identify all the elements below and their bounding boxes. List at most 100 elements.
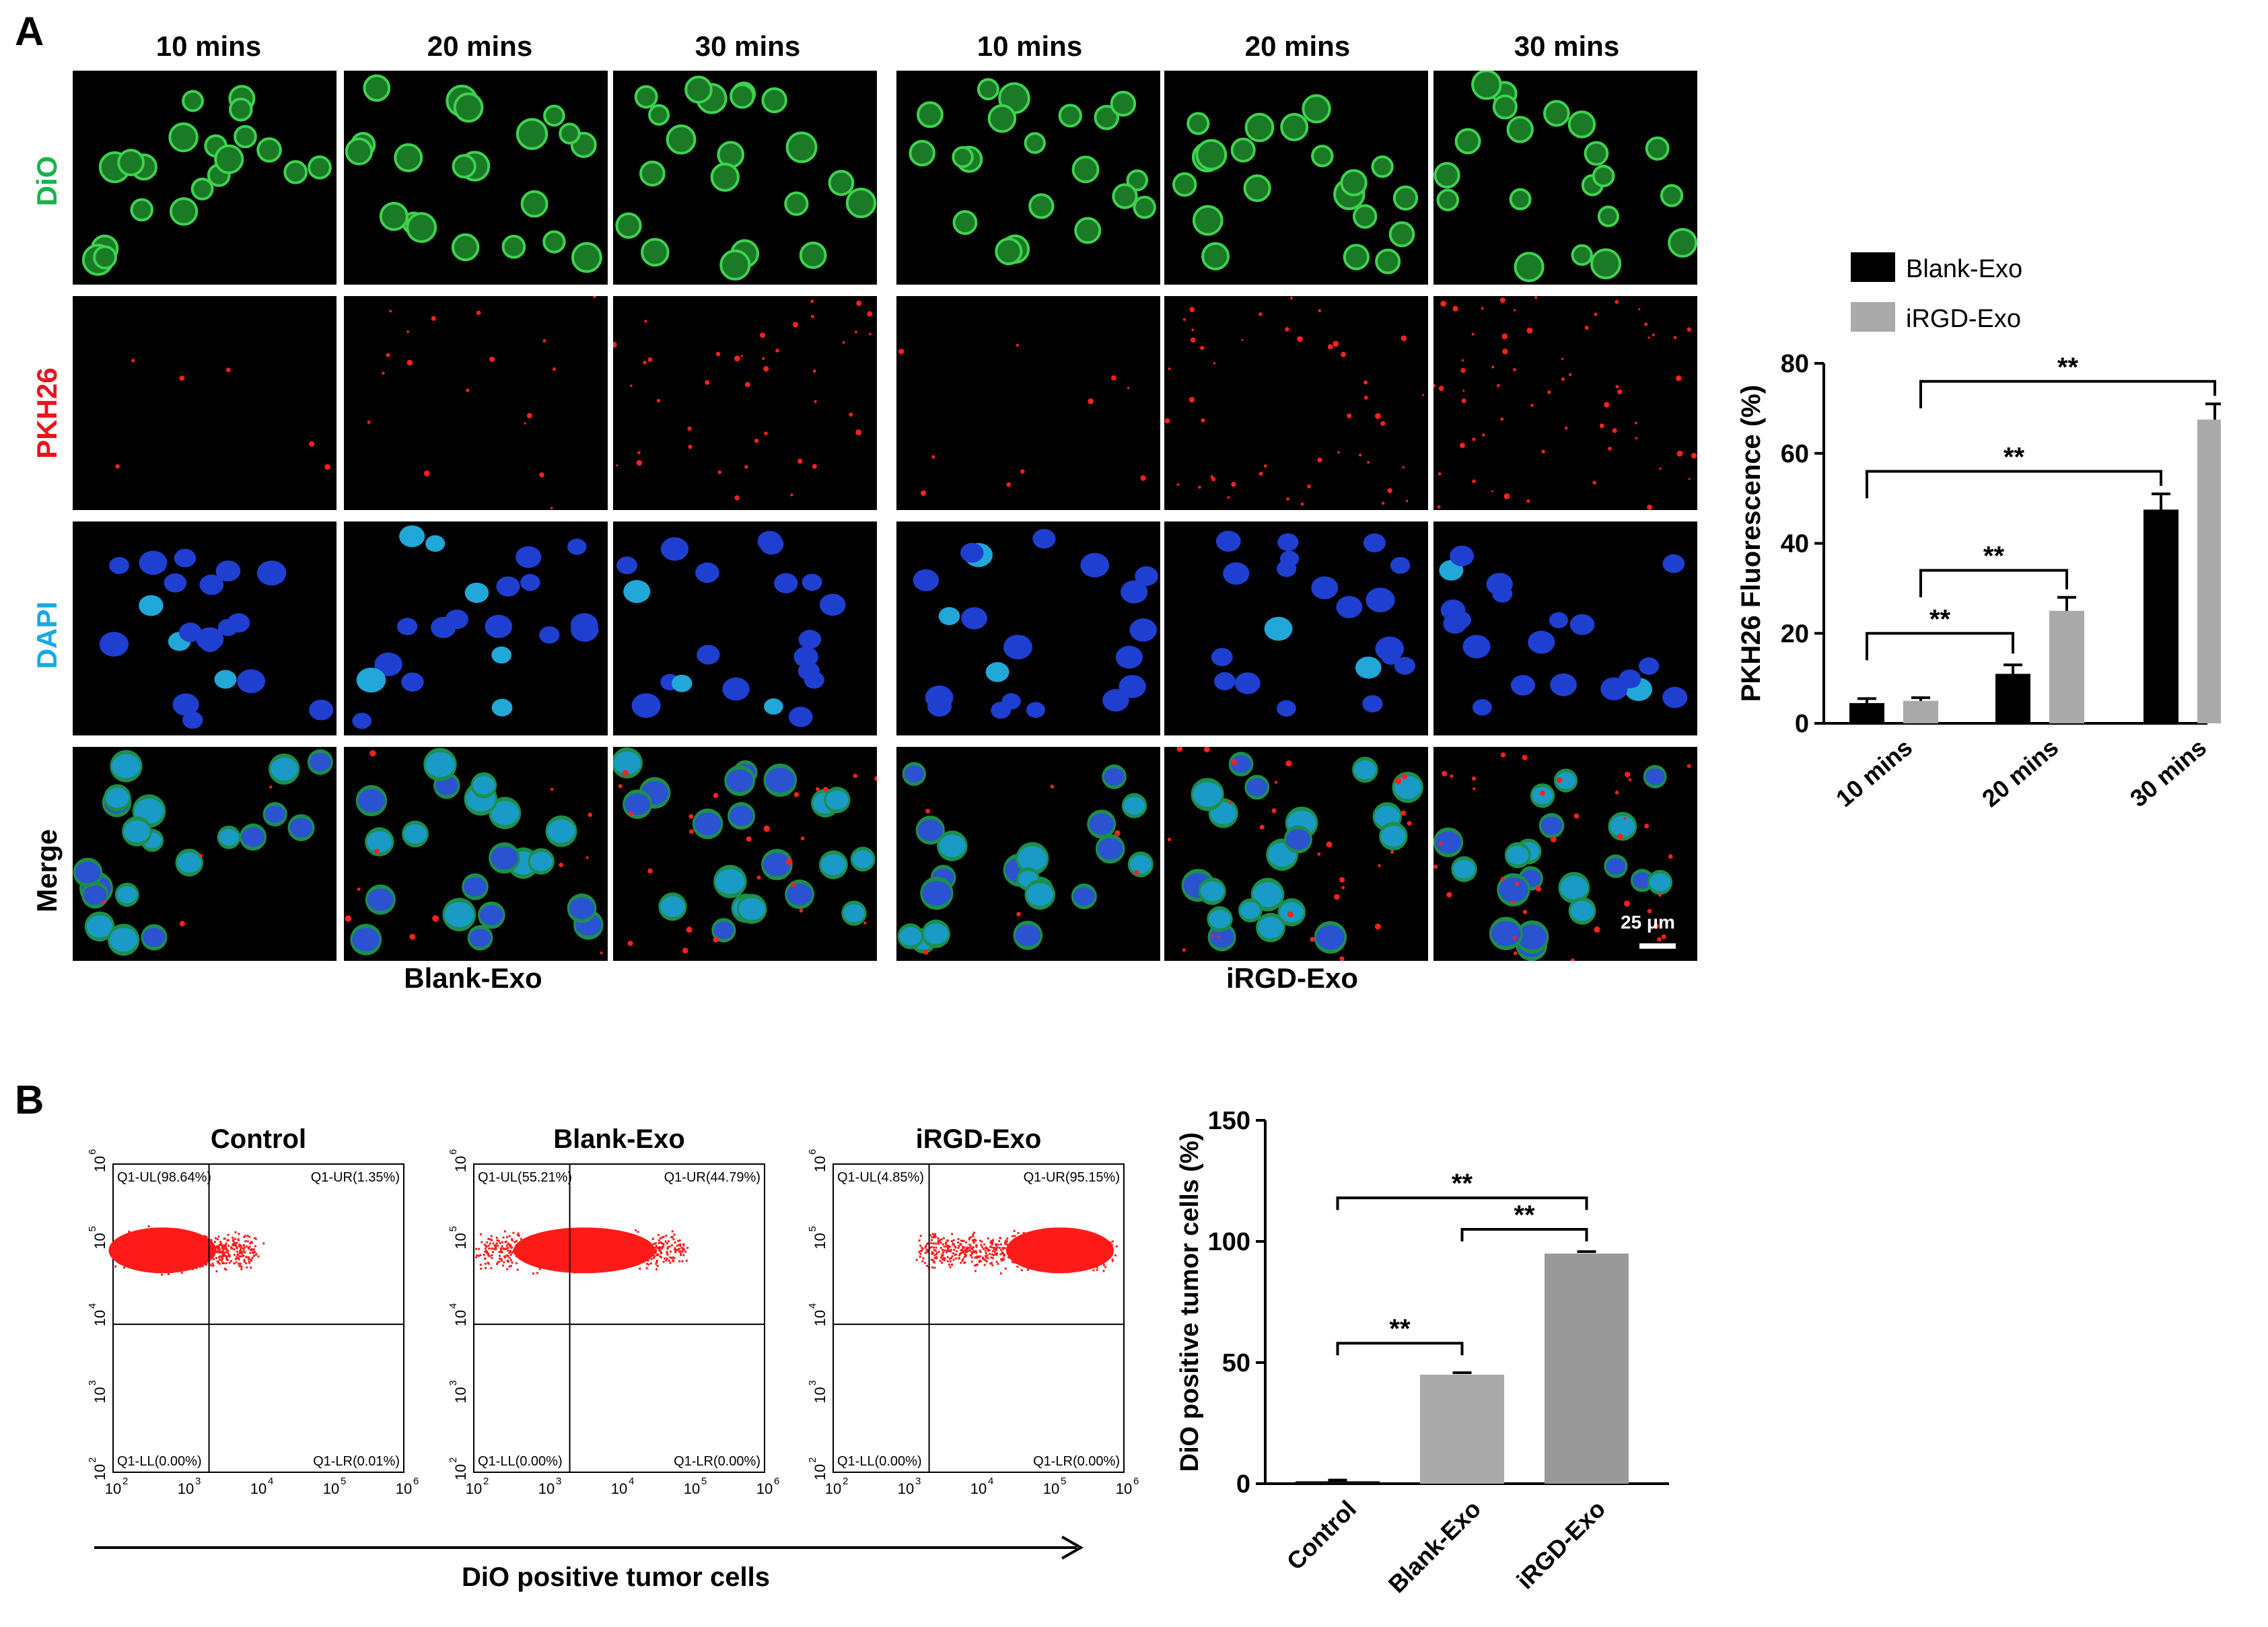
nucleus	[75, 861, 101, 883]
event-dot	[652, 1257, 655, 1260]
event-dot	[499, 1242, 501, 1245]
event-dot	[972, 1235, 974, 1237]
nucleus	[256, 561, 287, 586]
event-dot	[219, 1241, 222, 1244]
red-dot	[842, 340, 845, 344]
nucleus	[172, 693, 199, 716]
panel-b-letter: B	[15, 1077, 44, 1122]
red-dot	[1263, 464, 1267, 468]
event-dot	[948, 1263, 951, 1266]
nucleus	[1362, 695, 1383, 713]
micrograph-cells	[615, 75, 877, 281]
event-dot	[919, 1235, 922, 1237]
event-dot	[238, 1255, 241, 1258]
red-dot	[1512, 368, 1516, 371]
event-dot	[960, 1252, 963, 1254]
nucleus	[431, 616, 456, 639]
nucleus	[1435, 831, 1462, 854]
micrograph-merge-4	[896, 747, 1160, 961]
event-dot	[966, 1250, 968, 1253]
event-dot	[652, 1237, 655, 1240]
nucleus	[289, 818, 313, 838]
red-dot	[790, 493, 793, 497]
red-dot	[552, 367, 557, 371]
nucleus	[774, 573, 798, 593]
red-dot	[1358, 454, 1362, 457]
event-dot	[255, 1252, 258, 1255]
nucleus	[86, 915, 113, 938]
event-dot	[658, 1245, 661, 1248]
event-dot	[659, 1241, 662, 1243]
nucleus	[1135, 566, 1158, 586]
nucleus	[547, 819, 575, 843]
red-dot	[1472, 437, 1476, 441]
red-dot	[1211, 477, 1216, 482]
event-dot	[509, 1259, 512, 1262]
event-dot	[216, 1251, 219, 1254]
nucleus	[139, 595, 164, 616]
cell	[452, 154, 476, 179]
red-dot	[1114, 830, 1121, 836]
red-dot	[199, 854, 203, 858]
cell	[117, 149, 145, 176]
event-dot	[511, 1246, 513, 1249]
event-dot	[240, 1246, 243, 1249]
event-dot	[212, 1264, 215, 1267]
event-dot	[956, 1241, 959, 1244]
event-dot	[225, 1257, 228, 1260]
event-dot	[517, 1232, 520, 1235]
nucleus	[1123, 796, 1145, 815]
y-axis-tick-label: 10	[92, 1233, 108, 1249]
red-dot	[1438, 841, 1443, 846]
event-dot	[991, 1250, 994, 1252]
y-axis-tick-label: 10	[452, 1310, 469, 1326]
event-dot	[925, 1264, 928, 1267]
red-dot	[754, 438, 759, 443]
flow-plot-title: Blank-Exo	[553, 1124, 685, 1154]
event-dot	[935, 1256, 937, 1258]
event-dot	[665, 1234, 668, 1237]
nucleus	[713, 921, 734, 939]
red-dot	[1615, 299, 1619, 304]
event-dot	[968, 1238, 970, 1241]
event-dot	[1092, 1269, 1095, 1272]
event-dot	[520, 1237, 522, 1240]
event-dot	[934, 1235, 937, 1238]
y-tick-label: 80	[1781, 350, 1809, 378]
nucleus	[1336, 595, 1363, 618]
red-dot	[874, 776, 877, 781]
event-dot	[973, 1264, 976, 1267]
event-dot	[495, 1242, 498, 1245]
nucleus	[804, 671, 824, 689]
red-dot	[856, 300, 862, 306]
red-dot	[1461, 359, 1464, 362]
event-dot	[507, 1243, 510, 1246]
micrograph-cells	[616, 530, 846, 727]
micrograph-dapi-1	[73, 521, 336, 735]
event-dot	[952, 1239, 955, 1241]
red-dot	[1374, 412, 1381, 419]
event-dot	[1111, 1260, 1114, 1262]
nucleus	[1311, 576, 1339, 600]
event-dot	[969, 1244, 972, 1247]
significance-label: **	[2057, 353, 2079, 382]
event-dot	[217, 1262, 220, 1264]
red-dot	[1241, 338, 1244, 341]
event-dot	[932, 1260, 935, 1263]
red-dot	[855, 429, 862, 436]
nucleus	[1528, 630, 1555, 654]
event-dot	[989, 1253, 991, 1256]
red-dot	[686, 927, 693, 933]
red-dot	[1198, 485, 1201, 489]
cell	[1172, 172, 1197, 197]
nucleus	[219, 829, 239, 846]
event-dot	[666, 1252, 668, 1254]
y-axis-tick-label: 10	[812, 1156, 828, 1172]
event-dot	[478, 1248, 481, 1250]
event-dot	[670, 1257, 673, 1260]
legend-swatch	[1851, 302, 1895, 332]
red-dot	[1656, 937, 1662, 942]
event-dot	[227, 1233, 229, 1236]
flow-plot-frame	[473, 1163, 765, 1473]
red-dot	[489, 357, 495, 362]
